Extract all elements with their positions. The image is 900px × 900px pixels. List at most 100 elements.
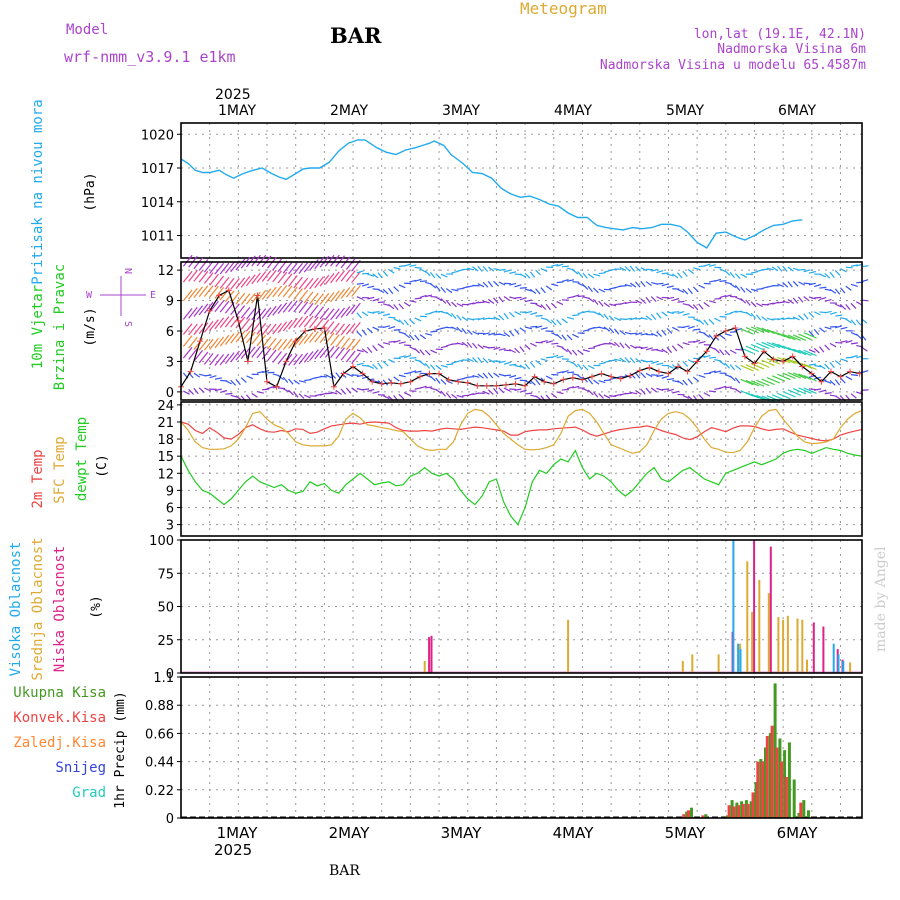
wind-barb (845, 375, 853, 381)
wind-barb (803, 374, 817, 382)
wind-barb (451, 326, 459, 331)
pressure-unit-label: (hPa) (83, 172, 98, 211)
wind-barb (750, 288, 759, 292)
pressure-ytick-label: 1020 (141, 128, 174, 143)
wind-barb (803, 387, 817, 394)
wind-barb (840, 287, 846, 294)
wind-barb (435, 364, 442, 370)
wind-barb (756, 379, 770, 387)
wind-barb (666, 327, 673, 334)
wind-barb (745, 345, 760, 353)
wind-barb (209, 273, 219, 286)
wind-barb (782, 333, 796, 341)
wind-barb (761, 359, 775, 367)
wind-barb (325, 374, 332, 379)
wind-barb (813, 347, 820, 354)
wind-barb (561, 279, 569, 283)
wind-barb (482, 265, 489, 272)
wind-barb (682, 288, 689, 295)
wind-barb (277, 374, 284, 381)
wind-barb (314, 276, 324, 289)
wind-barb (340, 348, 351, 361)
wind-barb (530, 311, 538, 316)
wind-barb (503, 332, 511, 338)
wind-barb (351, 352, 361, 365)
wind-barb (277, 285, 288, 297)
pressure-line (180, 139, 803, 249)
wind-barb (235, 378, 241, 386)
wind-barb (261, 270, 272, 282)
wind-barb (682, 342, 690, 346)
wind-barb (787, 389, 802, 396)
wind-barb (303, 291, 314, 304)
wind-barb (651, 268, 659, 272)
wind-barb (461, 316, 469, 322)
precip-bar-total (735, 802, 739, 818)
wind-barb (645, 372, 653, 378)
wind-barb (424, 270, 431, 277)
wind-barb (335, 347, 345, 360)
wind-barb (577, 271, 583, 278)
wind-barb (209, 319, 219, 331)
wind-barb (508, 330, 515, 337)
wind-barb (593, 273, 601, 277)
wind-barb (330, 254, 340, 267)
wind-barb (409, 300, 417, 303)
wind-barb (798, 387, 812, 394)
wind-barb (598, 380, 606, 384)
wind-barb (656, 312, 662, 319)
panel-precip: 0 0.22 0.44 0.66 0.88 1.1 (145, 671, 863, 827)
wind-barb (598, 300, 604, 307)
wind-barb (356, 296, 364, 301)
wind-barb (572, 314, 580, 317)
wind-barb (435, 273, 442, 279)
wind-barb (383, 342, 391, 345)
wind-barb (298, 380, 307, 383)
wind-barb (835, 341, 843, 344)
wind-barb (435, 285, 441, 292)
wind-barb (624, 343, 631, 350)
wind-barb (230, 350, 240, 363)
wind-barb (814, 364, 822, 368)
wind-barb (824, 392, 832, 395)
panel-frame-wind (180, 261, 863, 401)
wind-barb (724, 270, 731, 276)
wind-barb (524, 310, 533, 314)
wind-barb (203, 272, 214, 284)
wind-barb (797, 296, 804, 303)
wind-barb (724, 349, 731, 356)
wind-barb (693, 267, 701, 271)
wind-barb (472, 357, 478, 363)
wind-barb (745, 379, 760, 387)
wind-barb (650, 296, 657, 302)
wind-barb (540, 327, 548, 330)
wind-barb (561, 334, 567, 341)
wind-barb (288, 354, 298, 366)
wind-barb (493, 372, 500, 378)
pressure-grid (181, 123, 862, 258)
wind-barb (803, 296, 810, 302)
wind-barb (729, 375, 736, 382)
wind-barb (182, 335, 193, 347)
wind-barb (645, 296, 651, 304)
wind-barb (551, 264, 559, 267)
temperature-ytick-label: 3 (166, 519, 174, 534)
temperature-ytick-label: 15 (157, 450, 174, 465)
wind-barb (377, 288, 385, 294)
wind-barb (556, 301, 564, 306)
wind-barb (535, 379, 541, 386)
wind-barb (319, 293, 330, 305)
wind-barb (829, 380, 836, 386)
wind-barb (393, 304, 399, 311)
wind-barb (719, 360, 726, 366)
wind-barb (803, 363, 817, 371)
top-day-label: 2MAY (330, 103, 368, 119)
wind-barb (393, 318, 401, 323)
wind-barb (183, 390, 190, 395)
precip-bar-total (802, 800, 806, 818)
wind-barb (651, 360, 659, 365)
wind-barb (656, 362, 664, 366)
wind-barb (503, 387, 511, 392)
temp-line-dew (180, 446, 863, 526)
wind-barb (267, 371, 275, 374)
